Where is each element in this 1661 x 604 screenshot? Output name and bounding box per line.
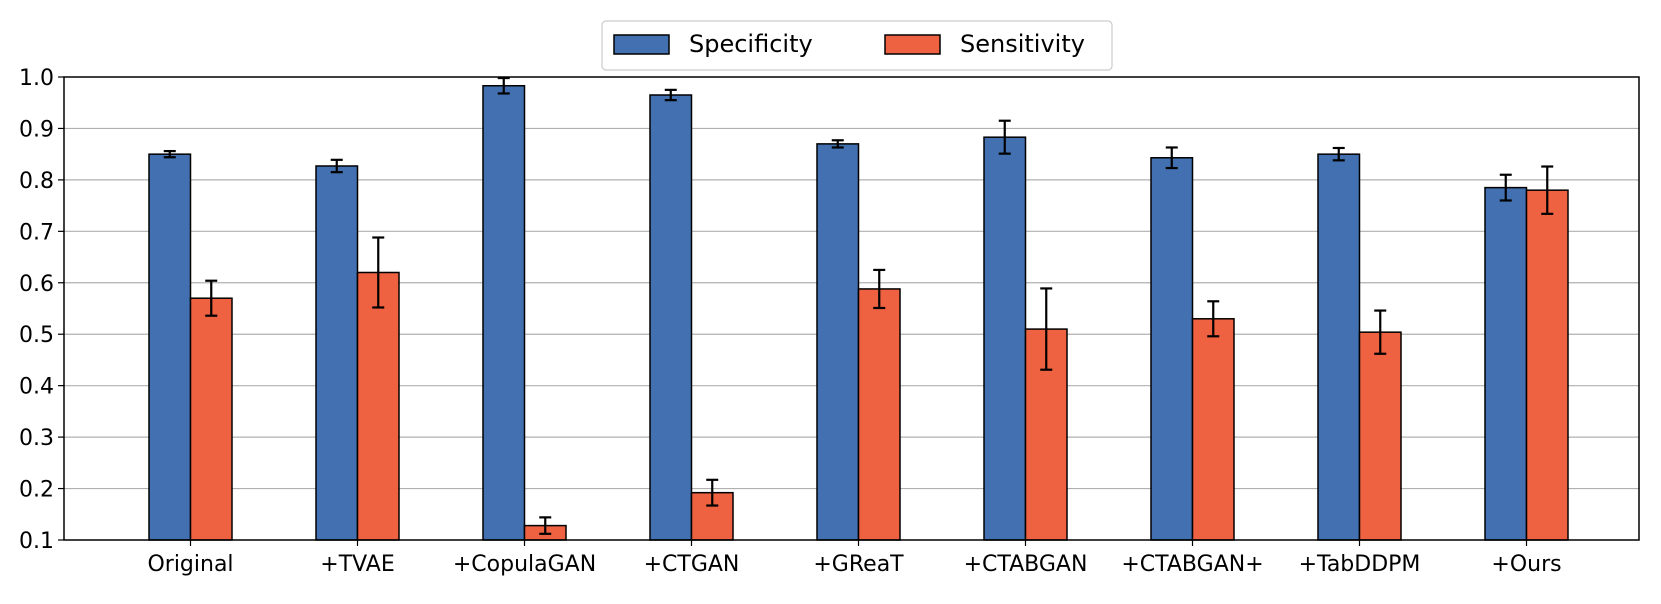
error-bar-specificity — [831, 139, 844, 149]
error-bar-specificity — [497, 76, 510, 95]
legend-label: Sensitivity — [960, 30, 1085, 58]
error-bar-sensitivity — [539, 516, 552, 535]
error-bar-specificity — [1499, 173, 1512, 202]
error-bar-specificity — [664, 88, 677, 102]
plot-frame — [63, 76, 1640, 541]
bar-specificity — [983, 136, 1027, 541]
x-tick-label: +CTGAN — [644, 552, 740, 577]
error-bars — [163, 76, 1554, 535]
x-tick-label: +Ours — [1491, 552, 1561, 577]
bar-specificity — [148, 153, 192, 541]
y-tick-label: 0.5 — [19, 323, 54, 348]
y-tick-label: 0.3 — [19, 426, 54, 451]
legend-entry-sensitivity: Sensitivity — [884, 30, 1085, 58]
legend-swatch — [613, 34, 670, 55]
error-bar-specificity — [1332, 146, 1345, 162]
x-tick-label: +CTABGAN — [964, 552, 1088, 577]
bar-sensitivity — [189, 297, 233, 541]
x-tick-label: +TVAE — [320, 552, 394, 577]
x-tick-label: +CopulaGAN — [453, 552, 596, 577]
error-bar-sensitivity — [706, 478, 719, 507]
bar-specificity — [482, 84, 526, 541]
bar-specificity — [1150, 157, 1194, 541]
bar-sensitivity — [356, 271, 400, 541]
bar-sensitivity — [1525, 189, 1569, 541]
legend: Specificity Sensitivity — [601, 20, 1113, 71]
error-bar-specificity — [163, 149, 176, 159]
error-bar-sensitivity — [1040, 287, 1053, 371]
y-axis-ticks: 0.1 0.2 0.3 0.4 0.5 0.6 0.7 0.8 0.9 1.0 — [19, 66, 64, 554]
bar-specificity — [1317, 153, 1361, 541]
error-bar-sensitivity — [1541, 165, 1554, 215]
y-tick-label: 0.1 — [19, 529, 54, 554]
y-tick-label: 0.8 — [19, 169, 54, 194]
y-tick-label: 1.0 — [19, 66, 54, 91]
bar-specificity — [315, 165, 359, 541]
legend-label: Specificity — [689, 30, 813, 58]
bar-sensitivity — [1191, 318, 1235, 541]
error-bar-specificity — [1165, 146, 1178, 170]
y-tick-label: 0.7 — [19, 220, 54, 245]
y-tick-label: 0.6 — [19, 272, 54, 297]
y-tick-label: 0.4 — [19, 375, 54, 400]
x-tick-label: +GReaT — [813, 552, 904, 577]
x-axis-ticks: Original +TVAE +CopulaGAN +CTGAN +GReaT +CTAB… — [147, 540, 1562, 577]
error-bar-sensitivity — [1374, 309, 1387, 355]
x-tick-label: Original — [147, 552, 233, 577]
legend-swatch — [884, 34, 941, 55]
bars — [148, 84, 1569, 541]
bar-sensitivity — [857, 288, 901, 541]
bar-sensitivity — [1358, 331, 1402, 541]
x-tick-label: +TabDDPM — [1299, 552, 1421, 577]
x-tick-label: +CTABGAN+ — [1121, 552, 1263, 577]
error-bar-specificity — [330, 158, 343, 174]
bar-specificity — [816, 143, 860, 541]
bar-specificity — [1484, 186, 1528, 541]
error-bar-specificity — [998, 119, 1011, 155]
bar-specificity — [649, 94, 693, 541]
error-bar-sensitivity — [372, 236, 385, 309]
y-tick-label: 0.2 — [19, 478, 54, 503]
error-bar-sensitivity — [205, 279, 218, 317]
error-bar-sensitivity — [1207, 300, 1220, 338]
error-bar-sensitivity — [873, 268, 886, 310]
y-tick-label: 0.9 — [19, 117, 54, 142]
legend-entry-specificity: Specificity — [613, 30, 813, 58]
legend-box — [601, 20, 1113, 71]
